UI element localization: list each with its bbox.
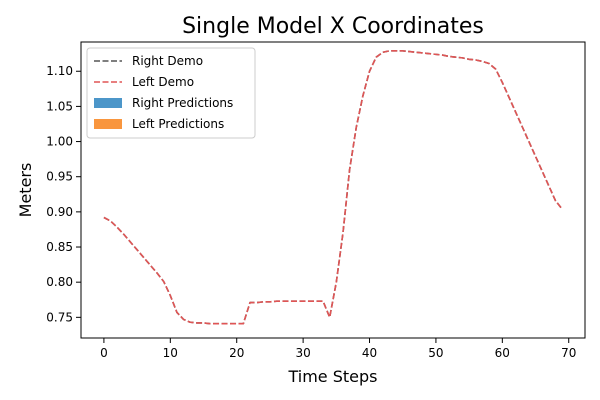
x-tick-label: 50 (428, 346, 443, 360)
y-tick-label: 0.85 (46, 240, 73, 254)
x-tick-label: 0 (100, 346, 108, 360)
x-tick-label: 60 (495, 346, 510, 360)
y-tick-label: 1.00 (46, 135, 73, 149)
legend: Right Demo Left Demo Right Predictions Left… (86, 47, 256, 139)
y-tick-label: 1.10 (46, 64, 73, 78)
x-tick-label: 70 (561, 346, 576, 360)
y-tick-label: 0.80 (46, 275, 73, 289)
x-axis-label: Time Steps (287, 367, 377, 386)
legend-items: Right Demo Left Demo Right Predictions Left… (94, 54, 233, 131)
x-tick-label: 40 (362, 346, 377, 360)
legend-swatch-right-predictions (94, 98, 122, 108)
y-tick-label: 0.75 (46, 310, 73, 324)
legend-box (86, 47, 256, 139)
series-layer (103, 50, 563, 325)
plot-area (80, 41, 586, 339)
legend-label-left-demo: Left Demo (132, 75, 194, 89)
legend-label-right-demo: Right Demo (132, 54, 203, 68)
legend-swatch-left-predictions (94, 119, 122, 129)
y-tick-label: 0.95 (46, 170, 73, 184)
legend-label-left-predictions: Left Predictions (132, 117, 224, 131)
y-axis-ticks: 0.75 0.80 0.85 0.90 0.95 1.00 1.05 1.10 (46, 64, 81, 324)
y-axis-label: Meters (16, 163, 35, 218)
chart-title: Single Model X Coordinates (182, 14, 484, 39)
x-tick-label: 10 (163, 346, 178, 360)
x-tick-label: 30 (295, 346, 310, 360)
legend-label-right-predictions: Right Predictions (132, 96, 233, 110)
x-tick-label: 20 (229, 346, 244, 360)
series-line-left-demo (103, 50, 563, 325)
y-tick-label: 0.90 (46, 205, 73, 219)
x-axis-ticks: 0 10 20 30 40 50 60 70 (100, 338, 576, 360)
axes-frame (80, 41, 586, 339)
y-tick-label: 1.05 (46, 99, 73, 113)
